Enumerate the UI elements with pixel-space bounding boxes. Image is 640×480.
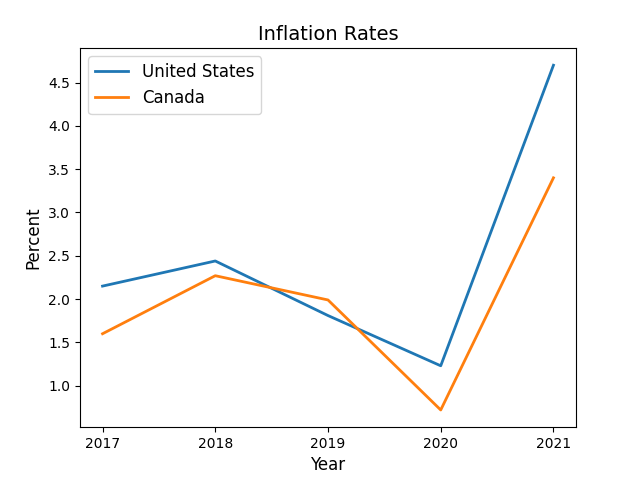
Line: Canada: Canada	[102, 178, 554, 410]
United States	[99, 283, 106, 289]
Legend: United States, Canada: United States, Canada	[88, 56, 261, 114]
United States	[550, 62, 557, 68]
Canada	[550, 175, 557, 180]
Canada	[211, 273, 219, 278]
United States	[324, 312, 332, 318]
United States	[211, 258, 219, 264]
Y-axis label: Percent: Percent	[25, 206, 43, 269]
Line: United States: United States	[102, 65, 554, 366]
Title: Inflation Rates: Inflation Rates	[258, 24, 398, 44]
Canada	[324, 297, 332, 303]
X-axis label: Year: Year	[310, 456, 346, 474]
Canada	[437, 407, 445, 413]
United States	[437, 363, 445, 369]
Canada	[99, 331, 106, 336]
